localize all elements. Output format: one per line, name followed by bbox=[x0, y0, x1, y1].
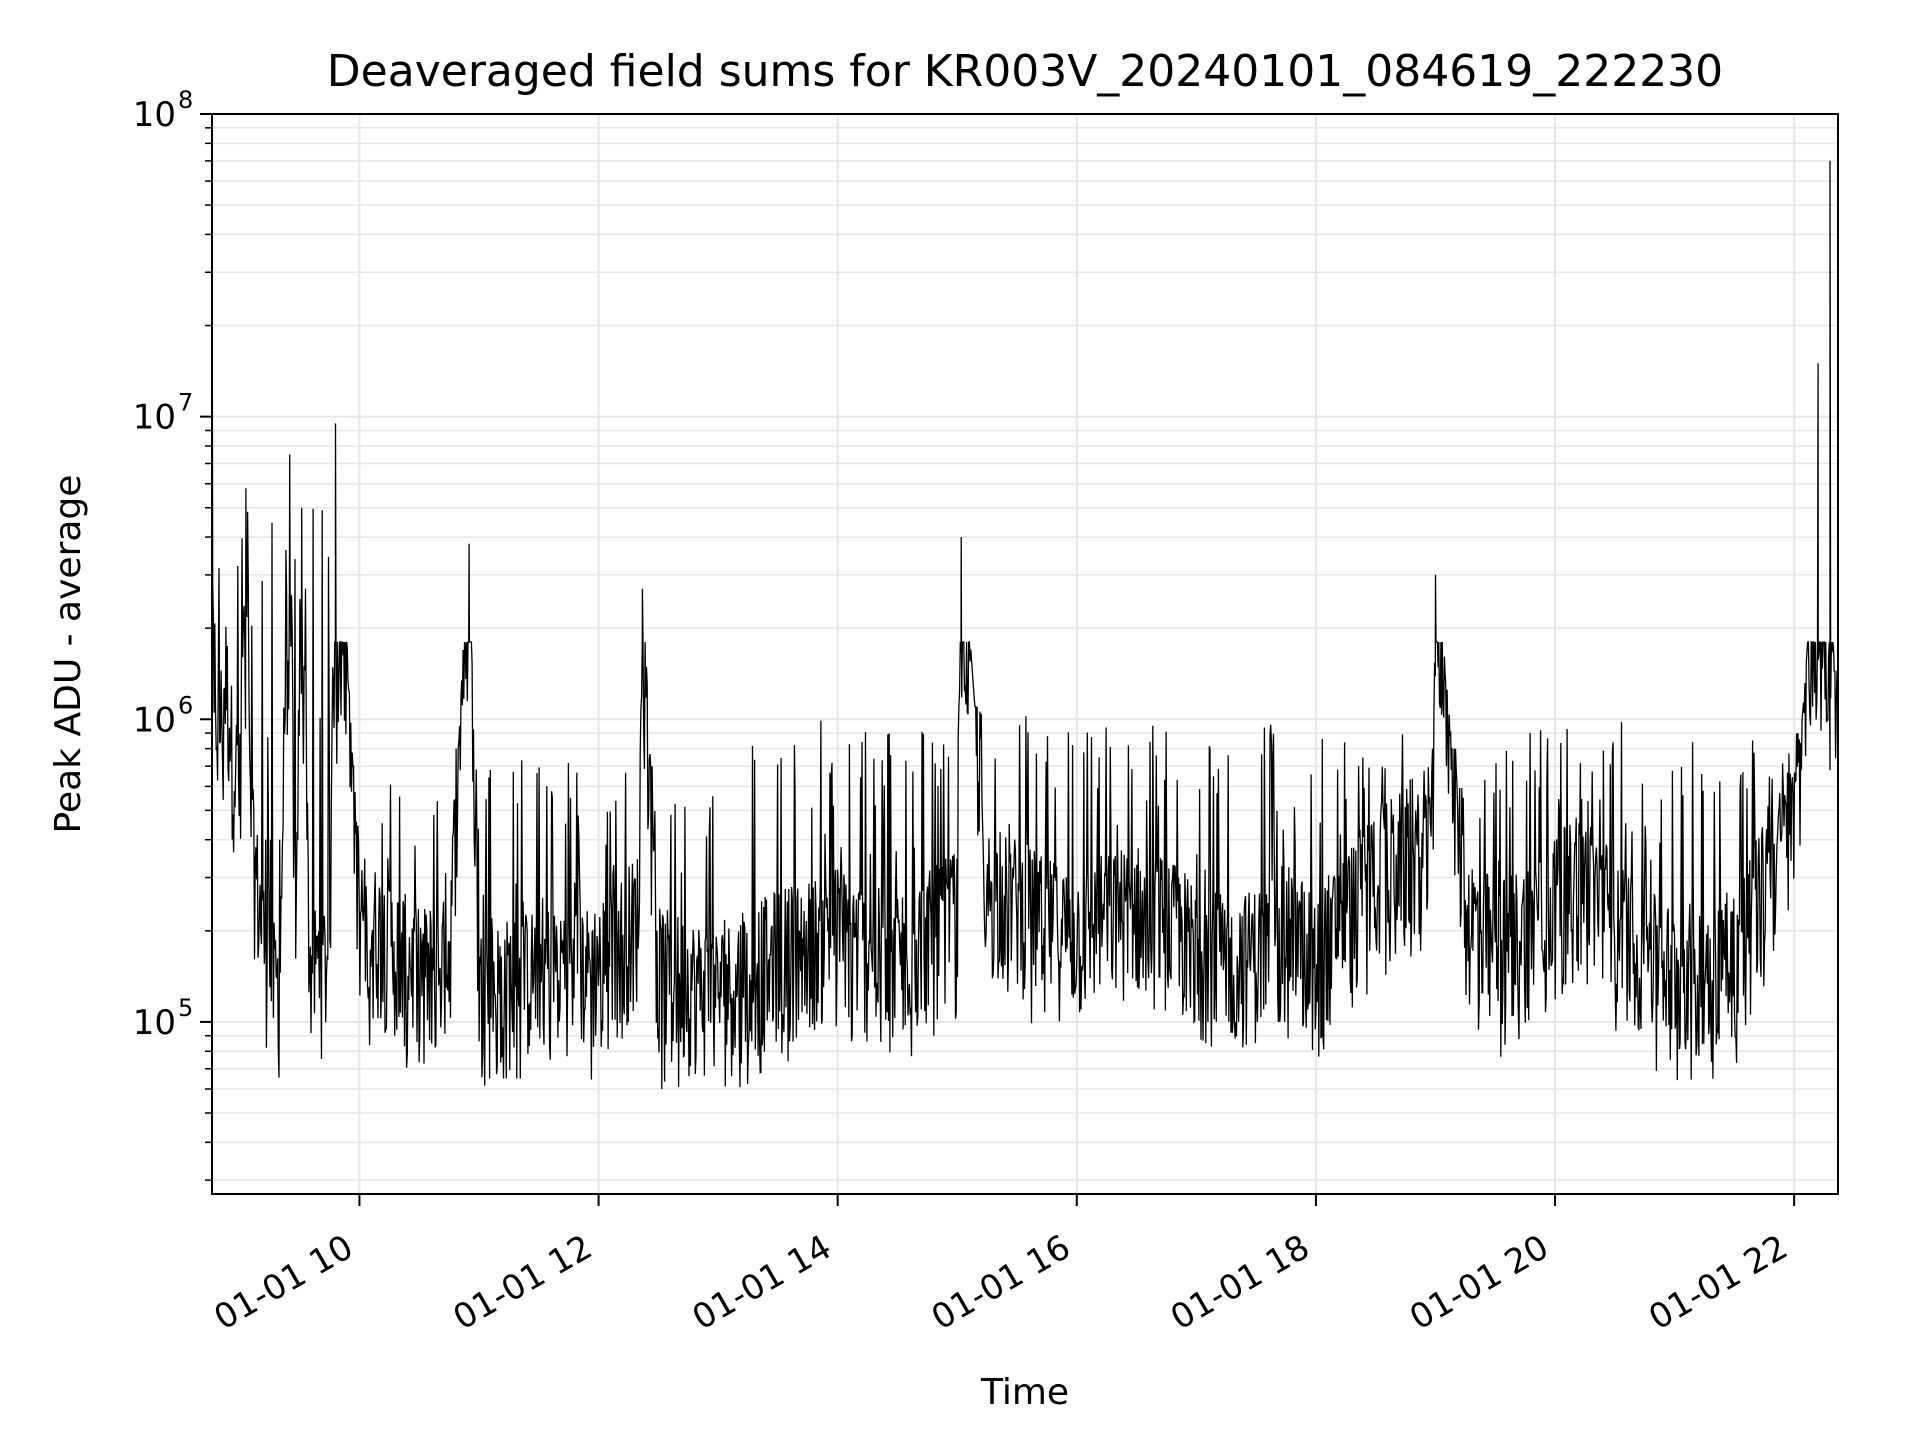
series-line bbox=[211, 160, 1838, 1090]
chart-title: Deaveraged field sums for KR003V_2024010… bbox=[327, 46, 1723, 97]
y-tick-label: 10 bbox=[133, 398, 176, 438]
y-tick-exponent: 7 bbox=[178, 389, 193, 417]
series-path bbox=[211, 160, 1838, 1090]
plot-frame bbox=[211, 113, 1839, 1195]
y-tick-exponent: 8 bbox=[178, 86, 193, 114]
y-tick-exponent: 5 bbox=[178, 994, 193, 1022]
y-tick-label: 10 bbox=[133, 700, 176, 740]
y-axis-label: Peak ADU - average bbox=[48, 475, 89, 834]
y-tick-label: 10 bbox=[133, 1003, 176, 1043]
x-axis-label: Time bbox=[980, 1372, 1069, 1413]
y-tick-exponent: 6 bbox=[178, 691, 193, 719]
y-tick-label: 10 bbox=[133, 95, 176, 135]
